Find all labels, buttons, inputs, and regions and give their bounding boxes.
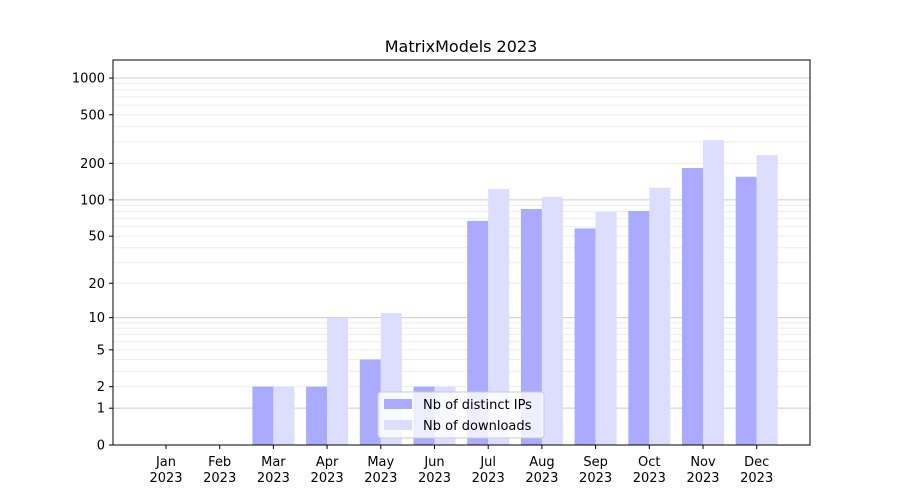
x-tick-label: 2023	[418, 471, 451, 486]
bar-downloads	[649, 187, 671, 445]
x-tick-label: Apr	[316, 455, 339, 470]
y-tick-label: 0	[97, 439, 105, 454]
bar-ips	[682, 168, 703, 445]
y-axis: 0 1 2 5 10 20 50 100 200 500 1000	[72, 72, 113, 454]
x-tick-label: Jun	[423, 455, 444, 470]
x-tick-label: Jan	[155, 455, 176, 470]
bar-ips	[735, 176, 757, 445]
bar-downloads	[488, 188, 510, 445]
x-tick-label: Aug	[529, 455, 554, 470]
y-tick-label: 10	[88, 311, 105, 326]
x-tick-label: Sep	[583, 455, 608, 470]
bar-downloads	[541, 196, 563, 445]
legend-label-ips: Nb of distinct IPs	[423, 398, 532, 413]
y-tick-label: 1000	[72, 72, 105, 87]
bar-ips	[574, 228, 596, 445]
legend-label-downloads: Nb of downloads	[423, 419, 532, 434]
bar-downloads	[703, 139, 724, 445]
x-axis: Jan2023Feb2023Mar2023Apr2023May2023Jun20…	[149, 445, 773, 486]
y-tick-label: 20	[88, 277, 105, 292]
bar-ips	[628, 210, 650, 445]
x-tick-label: 2023	[686, 471, 719, 486]
y-tick-label: 50	[88, 230, 105, 245]
x-tick-label: 2023	[472, 471, 505, 486]
x-tick-label: Jul	[479, 455, 496, 470]
legend-swatch-ips	[384, 399, 412, 409]
chart-title: MatrixModels 2023	[385, 37, 538, 56]
x-tick-label: Dec	[744, 455, 769, 470]
legend-swatch-downloads	[384, 420, 412, 430]
bar-downloads	[327, 317, 349, 445]
x-tick-label: 2023	[203, 471, 236, 486]
x-tick-label: Oct	[638, 455, 660, 470]
bar-ips	[359, 359, 381, 445]
x-tick-label: 2023	[311, 471, 344, 486]
bar-downloads	[756, 155, 778, 445]
x-tick-label: 2023	[633, 471, 666, 486]
y-tick-label: 100	[80, 193, 105, 208]
y-tick-label: 1	[97, 402, 105, 417]
x-tick-label: 2023	[149, 471, 182, 486]
x-tick-label: 2023	[740, 471, 773, 486]
x-tick-label: Feb	[208, 455, 231, 470]
x-tick-label: Nov	[690, 455, 716, 470]
bar-ips	[520, 209, 542, 445]
x-tick-label: May	[367, 455, 394, 470]
plot-frame	[112, 59, 811, 446]
bar-ips	[306, 386, 328, 445]
x-tick-label: Mar	[261, 455, 286, 470]
y-tick-label: 200	[80, 157, 105, 172]
x-tick-label: 2023	[257, 471, 290, 486]
legend: Nb of distinct IPs Nb of downloads	[377, 391, 545, 439]
bar-downloads	[595, 211, 617, 445]
y-tick-label: 2	[97, 380, 105, 395]
bar-downloads	[273, 386, 295, 445]
bar-ips	[467, 220, 489, 445]
x-tick-label: 2023	[364, 471, 397, 486]
y-tick-label: 500	[80, 108, 105, 123]
bar-ips	[252, 386, 274, 445]
y-tick-label: 5	[97, 343, 105, 358]
x-tick-label: 2023	[525, 471, 558, 486]
x-tick-label: 2023	[579, 471, 612, 486]
